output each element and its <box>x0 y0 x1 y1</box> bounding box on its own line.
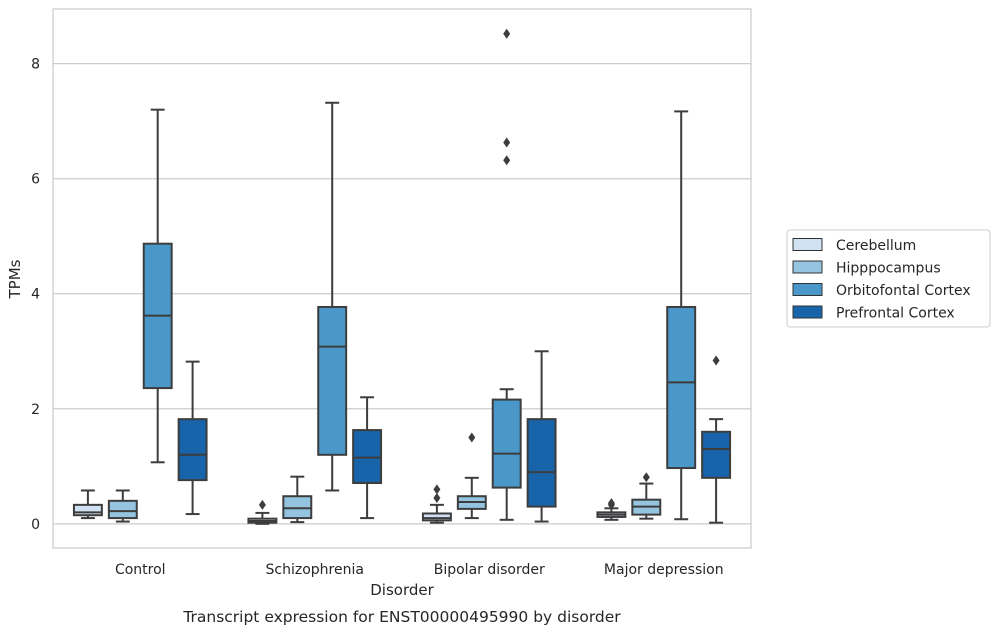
legend-swatch <box>792 260 823 274</box>
box <box>317 305 348 456</box>
y-tick-label: 2 <box>31 402 40 418</box>
x-tick-label: Major depression <box>604 562 724 578</box>
legend-label: Cerebellum <box>836 238 916 254</box>
chart-title: Transcript expression for ENST0000049599… <box>182 608 621 626</box>
box <box>282 495 313 520</box>
legend-label: Hipppocampus <box>836 261 941 277</box>
y-axis-ticks: 0 2 4 6 8 <box>31 57 40 533</box>
outlier-point <box>642 472 650 483</box>
legend: Cerebellum Hipppocampus Orbitofontal Corte… <box>786 229 991 328</box>
boxes <box>72 28 732 525</box>
x-tick-label: Schizophrenia <box>266 562 364 578</box>
y-tick-label: 0 <box>31 517 40 533</box>
plot-frame <box>52 8 752 549</box>
x-axis-label: Disorder <box>370 581 434 599</box>
y-tick-label: 4 <box>31 287 40 303</box>
outlier-point <box>258 499 266 510</box>
outlier-point <box>433 492 441 503</box>
legend-frame <box>786 229 991 328</box>
outlier-point <box>468 432 476 443</box>
outlier-point <box>503 137 511 148</box>
box <box>526 418 557 508</box>
outlier-point <box>503 28 511 39</box>
legend-label: Orbitofontal Cortex <box>836 283 971 299</box>
box <box>421 512 452 522</box>
box <box>177 418 208 482</box>
outlier-point <box>607 498 615 509</box>
legend-swatch <box>792 305 823 319</box>
box <box>352 429 383 484</box>
y-tick-label: 8 <box>31 57 40 73</box>
outlier-point <box>503 155 511 166</box>
outlier-point <box>712 355 720 366</box>
box <box>701 430 732 479</box>
y-tick-label: 6 <box>31 172 40 188</box>
x-axis-ticks: Control Schizophrenia Bipolar disorder Majo… <box>115 562 724 578</box>
x-tick-label: Control <box>115 562 166 578</box>
legend-label: Prefrontal Cortex <box>836 306 955 322</box>
outlier-point <box>433 484 441 495</box>
box <box>666 305 697 470</box>
legend-swatch <box>792 238 823 251</box>
box <box>107 499 138 520</box>
x-tick-label: Bipolar disorder <box>434 562 545 578</box>
legend-swatch <box>792 283 823 296</box>
box <box>491 398 522 489</box>
y-axis-label: TPMs <box>6 259 24 299</box>
box <box>72 503 103 517</box>
